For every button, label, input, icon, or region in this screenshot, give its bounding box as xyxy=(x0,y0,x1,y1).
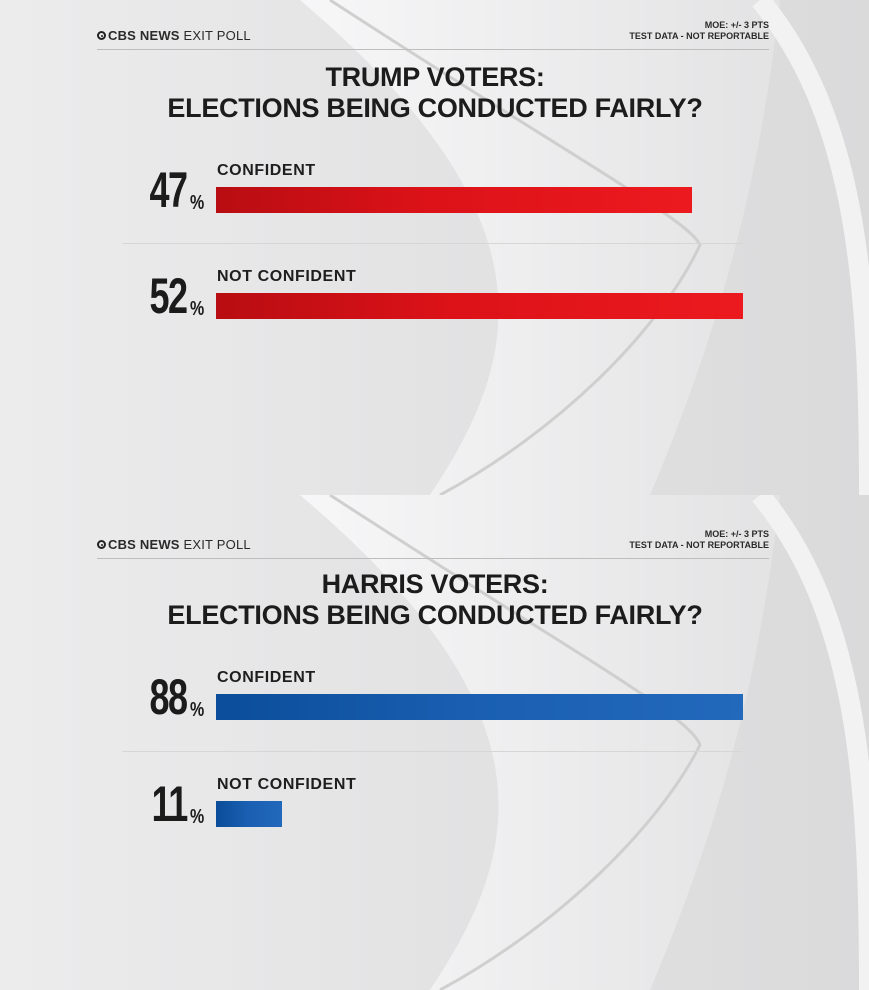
row-divider xyxy=(122,751,742,752)
value-number: 88 xyxy=(149,669,189,725)
bar xyxy=(216,293,743,319)
value-label: 11 % xyxy=(120,771,215,831)
bar xyxy=(216,187,692,213)
bar-row: 47 % CONFIDENT xyxy=(0,157,869,227)
category-label: CONFIDENT xyxy=(217,162,316,179)
background-swoosh xyxy=(0,495,869,990)
bar-row: 11 % NOT CONFIDENT xyxy=(0,771,869,841)
bar xyxy=(216,801,282,827)
cbs-eye-icon xyxy=(97,31,106,40)
moe-text: MOE: +/- 3 PTS xyxy=(704,20,769,30)
trump-voters-panel: CBS NEWS EXIT POLL MOE: +/- 3 PTS TEST D… xyxy=(0,0,869,495)
background-swoosh xyxy=(0,0,869,495)
brand-logo: CBS NEWS EXIT POLL xyxy=(97,537,251,552)
percent-sign: % xyxy=(190,806,205,828)
percent-sign: % xyxy=(190,192,205,214)
harris-voters-panel: CBS NEWS EXIT POLL MOE: +/- 3 PTS TEST D… xyxy=(0,495,869,990)
value-label: 52 % xyxy=(120,263,215,323)
bar-row: 88 % CONFIDENT xyxy=(0,664,869,734)
category-label: NOT CONFIDENT xyxy=(217,776,357,793)
value-number: 47 xyxy=(149,162,189,218)
brand-logo: CBS NEWS EXIT POLL xyxy=(97,28,251,43)
disclaimer: MOE: +/- 3 PTS TEST DATA - NOT REPORTABL… xyxy=(629,529,769,551)
value-number: 11 xyxy=(151,776,189,832)
header-divider xyxy=(97,558,769,559)
title-line-1: TRUMP VOTERS: xyxy=(325,62,545,92)
percent-sign: % xyxy=(190,699,205,721)
test-data-note: TEST DATA - NOT REPORTABLE xyxy=(629,31,769,41)
disclaimer: MOE: +/- 3 PTS TEST DATA - NOT REPORTABL… xyxy=(629,20,769,42)
category-label: NOT CONFIDENT xyxy=(217,268,357,285)
chart-title: TRUMP VOTERS: ELECTIONS BEING CONDUCTED … xyxy=(60,62,810,124)
header-divider xyxy=(97,49,769,50)
percent-sign: % xyxy=(190,298,205,320)
value-label: 88 % xyxy=(120,664,215,724)
bar-row: 52 % NOT CONFIDENT xyxy=(0,263,869,333)
bar xyxy=(216,694,743,720)
title-line-1: HARRIS VOTERS: xyxy=(321,569,549,599)
category-label: CONFIDENT xyxy=(217,669,316,686)
title-line-2: ELECTIONS BEING CONDUCTED FAIRLY? xyxy=(167,600,703,630)
test-data-note: TEST DATA - NOT REPORTABLE xyxy=(629,540,769,550)
chart-title: HARRIS VOTERS: ELECTIONS BEING CONDUCTED… xyxy=(60,569,810,631)
moe-text: MOE: +/- 3 PTS xyxy=(704,529,769,539)
value-number: 52 xyxy=(149,268,189,324)
cbs-eye-icon xyxy=(97,540,106,549)
value-label: 47 % xyxy=(120,157,215,217)
row-divider xyxy=(122,243,742,244)
title-line-2: ELECTIONS BEING CONDUCTED FAIRLY? xyxy=(167,93,703,123)
